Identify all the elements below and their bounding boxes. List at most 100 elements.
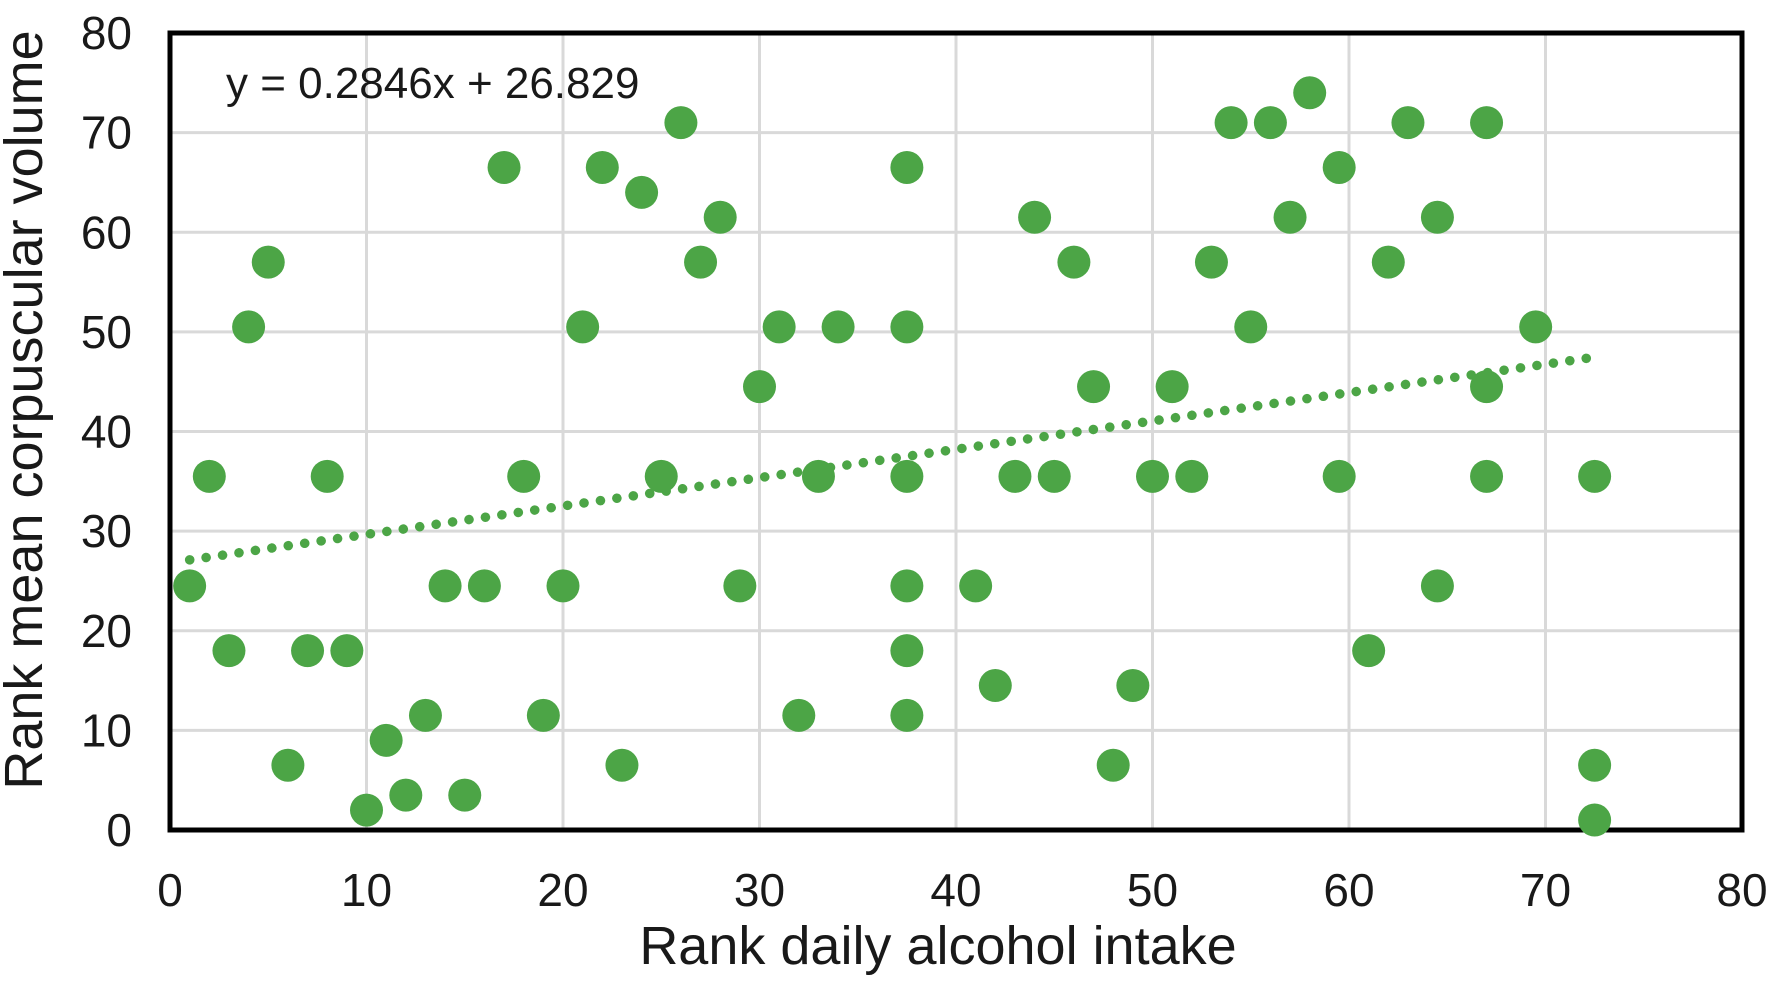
x-tick-label: 10: [341, 864, 392, 916]
data-point: [1194, 245, 1228, 279]
x-tick-label: 0: [157, 864, 183, 916]
x-tick-label: 80: [1716, 864, 1767, 916]
data-point: [1519, 310, 1553, 344]
data-point: [1578, 803, 1612, 837]
x-tick-label: 60: [1323, 864, 1374, 916]
data-point: [959, 569, 993, 603]
data-point: [1273, 200, 1307, 234]
y-tick-label: 0: [106, 804, 132, 856]
x-axis-title: Rank daily alcohol intake: [639, 916, 1236, 976]
trendline: [184, 352, 1602, 565]
y-axis-tick-labels: 0 10 20 30 40 50 60 70 80: [81, 7, 132, 856]
data-point: [1136, 459, 1169, 493]
data-point: [1322, 459, 1356, 493]
data-point: [1234, 310, 1268, 344]
y-tick-label: 30: [81, 505, 132, 557]
data-point: [1293, 76, 1327, 110]
data-point: [1077, 370, 1111, 404]
data-point: [310, 459, 344, 493]
data-point: [1391, 106, 1425, 140]
data-points: [173, 76, 1612, 837]
data-point: [546, 569, 580, 603]
x-tick-label: 30: [734, 864, 785, 916]
y-tick-label: 60: [81, 206, 132, 258]
data-point: [703, 200, 737, 234]
data-point: [998, 459, 1032, 493]
y-tick-label: 40: [81, 406, 132, 458]
data-point: [1420, 200, 1454, 234]
data-point: [1578, 748, 1612, 782]
data-point: [369, 723, 403, 757]
data-point: [428, 569, 462, 603]
data-point: [743, 370, 776, 404]
data-point: [782, 698, 816, 732]
data-point: [350, 793, 383, 827]
x-tick-label: 40: [930, 864, 981, 916]
data-point: [625, 175, 659, 209]
data-point: [1352, 634, 1386, 668]
data-point: [507, 459, 541, 493]
x-axis-tick-labels: 0 10 20 30 40 50 60 70 80: [157, 864, 1767, 916]
data-point: [890, 310, 924, 344]
data-point: [1470, 106, 1504, 140]
y-tick-label: 70: [81, 107, 132, 159]
data-point: [585, 150, 619, 184]
data-point: [487, 150, 521, 184]
data-point: [978, 669, 1012, 703]
data-point: [1037, 459, 1071, 493]
data-point: [890, 634, 924, 668]
y-axis-title: Rank mean corpuscular volume: [0, 30, 54, 789]
data-point: [212, 634, 246, 668]
data-point: [1116, 669, 1150, 703]
y-tick-label: 10: [81, 704, 132, 756]
data-point: [1253, 106, 1287, 140]
data-point: [192, 459, 226, 493]
data-point: [1018, 200, 1052, 234]
data-point: [330, 634, 364, 668]
data-point: [1420, 569, 1454, 603]
plot-frame: [167, 30, 1745, 833]
data-point: [408, 698, 442, 732]
data-point: [467, 569, 501, 603]
trendline-equation-label: y = 0.2846x + 26.829: [226, 59, 639, 108]
data-point: [251, 245, 285, 279]
data-point: [1057, 245, 1091, 279]
data-point: [605, 748, 639, 782]
data-point: [1578, 459, 1612, 493]
data-point: [890, 698, 924, 732]
data-point: [526, 698, 560, 732]
data-point: [890, 150, 924, 184]
data-point: [664, 106, 698, 140]
data-point: [566, 310, 600, 344]
data-point: [271, 748, 305, 782]
data-point: [1470, 370, 1504, 404]
y-tick-label: 80: [81, 7, 132, 59]
data-point: [448, 778, 482, 812]
data-point: [1322, 150, 1356, 184]
data-point: [821, 310, 855, 344]
x-tick-label: 70: [1520, 864, 1571, 916]
data-point: [1175, 459, 1209, 493]
data-point: [1371, 245, 1405, 279]
x-tick-label: 20: [537, 864, 588, 916]
data-point: [389, 778, 423, 812]
x-tick-label: 50: [1127, 864, 1178, 916]
data-point: [684, 245, 718, 279]
data-point: [890, 569, 924, 603]
data-point: [1155, 370, 1189, 404]
data-point: [762, 310, 796, 344]
y-tick-label: 50: [81, 306, 132, 358]
data-point: [723, 569, 757, 603]
y-tick-label: 20: [81, 605, 132, 657]
gridlines: [170, 33, 1742, 830]
data-point: [173, 569, 207, 603]
data-point: [644, 459, 678, 493]
data-point: [1096, 748, 1130, 782]
data-point: [232, 310, 266, 344]
data-point: [1470, 459, 1504, 493]
data-point: [1214, 106, 1248, 140]
data-point: [890, 459, 924, 493]
data-point: [291, 634, 325, 668]
